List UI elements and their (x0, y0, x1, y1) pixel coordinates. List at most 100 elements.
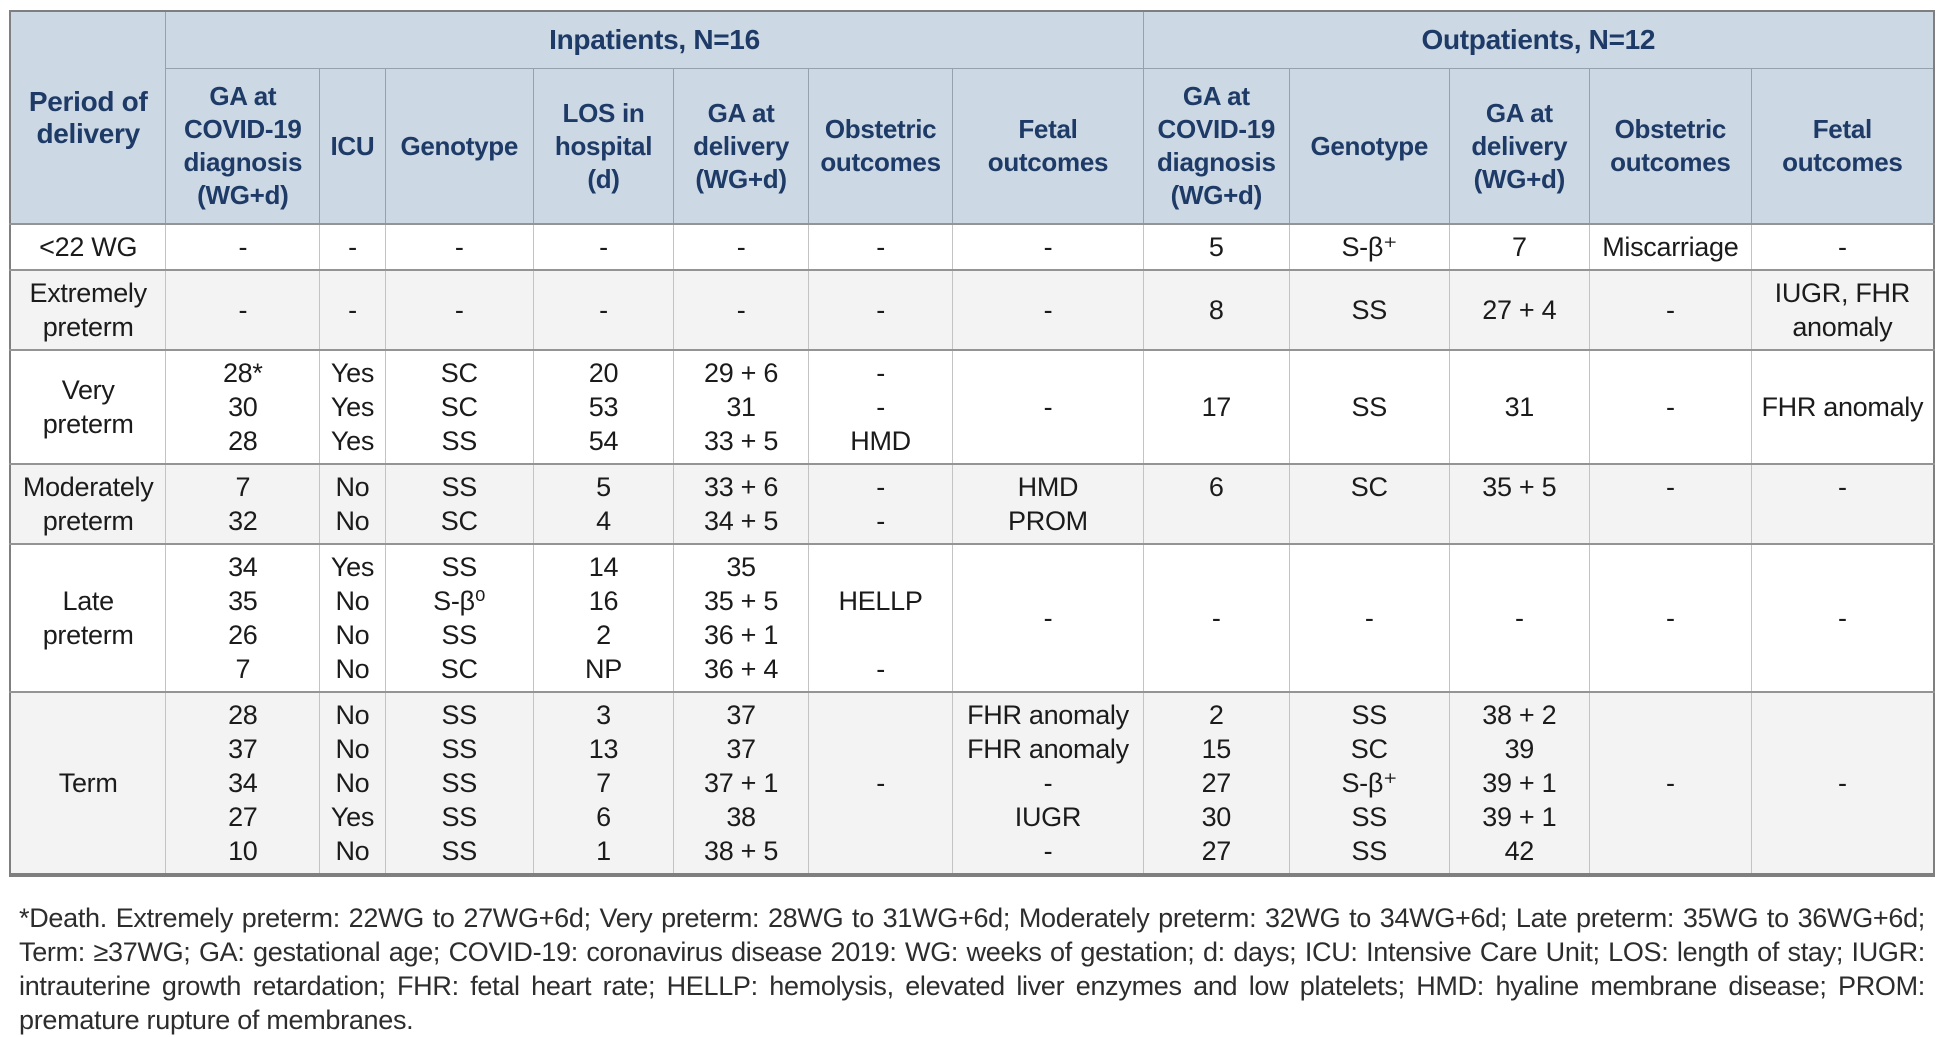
cell-in-ga-diagnosis: 28* 30 28 (165, 349, 321, 465)
cell-out-ga-diagnosis: 8 (1142, 269, 1290, 351)
cell-in-ga-delivery: - (673, 269, 809, 351)
cell-out-fetal: - (1750, 223, 1935, 271)
cell-out-ga-diagnosis: 2 15 27 30 27 (1142, 691, 1290, 876)
cell-in-los: 3 13 7 6 1 (532, 691, 675, 876)
cell-out-obstetric: - (1589, 543, 1752, 693)
period-label: Moderately preterm (9, 463, 167, 545)
cell-out-fetal: - (1750, 463, 1935, 545)
cell-out-fetal: IUGR, FHR anomaly (1750, 269, 1935, 351)
cell-out-ga-delivery: 7 (1448, 223, 1591, 271)
cell-out-ga-diagnosis: - (1142, 543, 1290, 693)
period-of-delivery-header: Period of delivery (9, 10, 167, 225)
cell-out-fetal: - (1750, 691, 1935, 876)
cell-out-obstetric: - (1589, 269, 1752, 351)
cell-in-genotype: SS SS SS SS SS (384, 691, 534, 876)
cell-in-obstetric: HELLP - (807, 543, 954, 693)
cell-in-icu: - (319, 223, 386, 271)
cell-in-ga-delivery: 37 37 37 + 1 38 38 + 5 (673, 691, 809, 876)
table-row-under-22wg: <22 WG - - - - - - - 5 S-β⁺ 7 Miscarriag… (9, 223, 1935, 271)
period-label: <22 WG (9, 223, 167, 271)
cell-out-obstetric: - (1589, 691, 1752, 876)
cell-in-obstetric: - (807, 269, 954, 351)
table-row-late-preterm: Late preterm 34 35 26 7 Yes No No No SS … (9, 543, 1935, 693)
cell-out-fetal: - (1750, 543, 1935, 693)
cell-in-genotype: SS S-β⁰ SS SC (384, 543, 534, 693)
cell-out-ga-diagnosis: 6 (1142, 463, 1290, 545)
cell-in-ga-delivery: 29 + 6 31 33 + 5 (673, 349, 809, 465)
col-header-out-fetal: Fetal outcomes (1750, 68, 1935, 225)
cell-in-fetal: - (952, 349, 1144, 465)
group-header-row: Period of delivery Inpatients, N=16 Outp… (9, 10, 1935, 225)
cell-in-genotype: - (384, 223, 534, 271)
cell-in-ga-delivery: 33 + 6 34 + 5 (673, 463, 809, 545)
cell-in-ga-diagnosis: 7 32 (165, 463, 321, 545)
col-header-in-los: LOS in hospital (d) (532, 68, 675, 225)
col-header-in-ga-delivery: GA at delivery (WG+d) (673, 68, 809, 225)
cell-out-genotype: SS (1288, 269, 1450, 351)
col-header-in-ga-diagnosis: GA at COVID-19 diagnosis (WG+d) (165, 68, 321, 225)
cell-out-obstetric: - (1589, 349, 1752, 465)
cell-in-icu: No No No Yes No (319, 691, 386, 876)
col-header-in-fetal: Fetal outcomes (952, 68, 1144, 225)
cell-in-ga-delivery: 35 35 + 5 36 + 1 36 + 4 (673, 543, 809, 693)
cell-out-ga-delivery: 38 + 2 39 39 + 1 39 + 1 42 (1448, 691, 1591, 876)
cell-in-los: 20 53 54 (532, 349, 675, 465)
cell-in-genotype: SS SC (384, 463, 534, 545)
table-row-term: Term 28 37 34 27 10 No No No Yes No SS S… (9, 691, 1935, 876)
cell-out-ga-delivery: 31 (1448, 349, 1591, 465)
cell-out-ga-diagnosis: 5 (1142, 223, 1290, 271)
col-header-out-ga-diagnosis: GA at COVID-19 diagnosis (WG+d) (1142, 68, 1290, 225)
cell-in-ga-diagnosis: 28 37 34 27 10 (165, 691, 321, 876)
col-header-out-obstetric: Obstetric outcomes (1589, 68, 1752, 225)
cell-out-genotype: SS SC S-β⁺ SS SS (1288, 691, 1450, 876)
cell-in-ga-diagnosis: - (165, 269, 321, 351)
table-footnote: *Death. Extremely preterm: 22WG to 27WG+… (19, 903, 1925, 1035)
table-row-extremely-preterm: Extremely preterm - - - - - - - 8 SS 27 … (9, 269, 1935, 351)
cell-in-los: 14 16 2 NP (532, 543, 675, 693)
cell-in-ga-delivery: - (673, 223, 809, 271)
period-label: Extremely preterm (9, 269, 167, 351)
cell-out-ga-delivery: 35 + 5 (1448, 463, 1591, 545)
cell-in-icu: Yes Yes Yes (319, 349, 386, 465)
cell-in-ga-diagnosis: - (165, 223, 321, 271)
cell-out-ga-diagnosis: 17 (1142, 349, 1290, 465)
table-row-very-preterm: Very preterm 28* 30 28 Yes Yes Yes SC SC… (9, 349, 1935, 465)
cell-in-fetal: HMD PROM (952, 463, 1144, 545)
cell-in-icu: Yes No No No (319, 543, 386, 693)
col-header-in-icu: ICU (319, 68, 386, 225)
cell-out-genotype: SC (1288, 463, 1450, 545)
outpatients-group-header: Outpatients, N=12 (1142, 10, 1935, 69)
cell-in-los: 5 4 (532, 463, 675, 545)
cell-in-icu: - (319, 269, 386, 351)
cell-out-ga-delivery: 27 + 4 (1448, 269, 1591, 351)
cell-in-los: - (532, 269, 675, 351)
cell-out-ga-delivery: - (1448, 543, 1591, 693)
cell-out-genotype: - (1288, 543, 1450, 693)
period-label: Very preterm (9, 349, 167, 465)
patients-table: Period of delivery Inpatients, N=16 Outp… (9, 10, 1935, 877)
cell-in-obstetric: - - HMD (807, 349, 954, 465)
cell-out-genotype: S-β⁺ (1288, 223, 1450, 271)
cell-in-obstetric: - (807, 691, 954, 876)
period-label: Late preterm (9, 543, 167, 693)
col-header-out-ga-delivery: GA at delivery (WG+d) (1448, 68, 1591, 225)
cell-in-los: - (532, 223, 675, 271)
cell-in-genotype: SC SC SS (384, 349, 534, 465)
column-header-row: GA at COVID-19 diagnosis (WG+d) ICU Geno… (10, 68, 1935, 225)
table-row-moderately-preterm: Moderately preterm 7 32 No No SS SC 5 4 … (9, 463, 1935, 545)
table-body: <22 WG - - - - - - - 5 S-β⁺ 7 Miscarriag… (9, 223, 1935, 876)
cell-in-icu: No No (319, 463, 386, 545)
cell-out-fetal: FHR anomaly (1750, 349, 1935, 465)
cell-in-fetal: - (952, 543, 1144, 693)
cell-in-genotype: - (384, 269, 534, 351)
col-header-out-genotype: Genotype (1288, 68, 1450, 225)
inpatients-group-header: Inpatients, N=16 (165, 10, 1144, 69)
cell-in-fetal: - (952, 223, 1144, 271)
cell-out-obstetric: Miscarriage (1589, 223, 1752, 271)
cell-in-obstetric: - - (807, 463, 954, 545)
cell-in-ga-diagnosis: 34 35 26 7 (165, 543, 321, 693)
period-label: Term (9, 691, 167, 876)
cell-in-fetal: FHR anomaly FHR anomaly - IUGR - (952, 691, 1144, 876)
col-header-in-genotype: Genotype (384, 68, 534, 225)
